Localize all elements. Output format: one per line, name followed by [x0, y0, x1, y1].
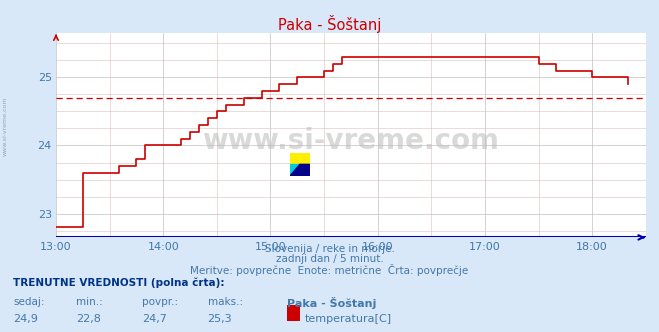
Text: temperatura[C]: temperatura[C] — [304, 314, 391, 324]
Text: Slovenija / reke in morje.: Slovenija / reke in morje. — [264, 244, 395, 254]
Text: Paka - Šoštanj: Paka - Šoštanj — [278, 15, 381, 33]
Text: Meritve: povprečne  Enote: metrične  Črta: povprečje: Meritve: povprečne Enote: metrične Črta:… — [190, 264, 469, 276]
Text: sedaj:: sedaj: — [13, 297, 45, 307]
Text: zadnji dan / 5 minut.: zadnji dan / 5 minut. — [275, 254, 384, 264]
Polygon shape — [290, 153, 310, 164]
Text: min.:: min.: — [76, 297, 103, 307]
Text: www.si-vreme.com: www.si-vreme.com — [202, 127, 500, 155]
Text: 24,7: 24,7 — [142, 314, 167, 324]
Polygon shape — [290, 164, 310, 176]
Text: maks.:: maks.: — [208, 297, 243, 307]
Text: www.si-vreme.com: www.si-vreme.com — [3, 96, 8, 156]
Text: TRENUTNE VREDNOSTI (polna črta):: TRENUTNE VREDNOSTI (polna črta): — [13, 277, 225, 288]
Polygon shape — [290, 164, 300, 176]
Text: 24,9: 24,9 — [13, 314, 38, 324]
Text: Paka - Šoštanj: Paka - Šoštanj — [287, 297, 376, 309]
Text: 22,8: 22,8 — [76, 314, 101, 324]
Text: povpr.:: povpr.: — [142, 297, 178, 307]
Text: 25,3: 25,3 — [208, 314, 232, 324]
